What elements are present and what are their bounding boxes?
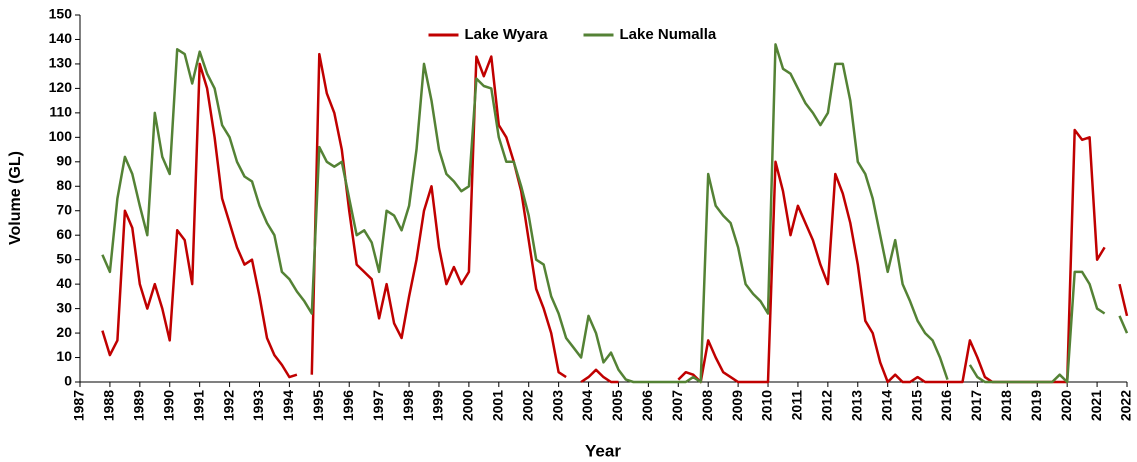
x-tick-label: 2017 <box>968 390 984 421</box>
y-tick-label: 80 <box>56 177 72 193</box>
x-tick-label: 2003 <box>549 390 565 421</box>
x-tick-label: 2005 <box>609 390 625 421</box>
x-tick-label: 2022 <box>1118 390 1134 421</box>
x-tick-label: 1993 <box>250 390 266 421</box>
x-tick-label: 1994 <box>280 390 296 421</box>
series-line <box>101 52 1129 384</box>
y-tick-label: 120 <box>49 79 73 95</box>
x-tick-label: 2019 <box>1028 390 1044 421</box>
x-tick-label: 1992 <box>220 390 236 421</box>
x-tick-label: 2002 <box>519 390 535 421</box>
y-tick-label: 100 <box>49 128 73 144</box>
x-tick-label: 2008 <box>699 390 715 421</box>
y-tick-label: 140 <box>49 30 73 46</box>
x-tick-label: 2001 <box>490 390 506 421</box>
x-tick-label: 2012 <box>819 390 835 421</box>
y-tick-label: 60 <box>56 226 72 242</box>
x-tick-label: 2013 <box>848 390 864 421</box>
series-line <box>101 43 1129 384</box>
x-tick-label: 1990 <box>160 390 176 421</box>
x-tick-label: 2015 <box>908 390 924 421</box>
y-tick-label: 70 <box>56 201 72 217</box>
x-tick-label: 1997 <box>370 390 386 421</box>
x-tick-label: 2006 <box>639 390 655 421</box>
x-tick-label: 2018 <box>998 390 1014 421</box>
x-tick-label: 2021 <box>1088 390 1104 421</box>
y-axis-label: Volume (GL) <box>7 151 24 245</box>
x-tick-label: 1995 <box>310 390 326 421</box>
legend-label: Lake Numalla <box>620 26 717 43</box>
x-tick-label: 1988 <box>101 390 117 421</box>
y-tick-label: 30 <box>56 299 72 315</box>
x-tick-label: 2016 <box>938 390 954 421</box>
x-tick-label: 1987 <box>71 390 87 421</box>
legend-label: Lake Wyara <box>465 26 549 43</box>
x-tick-label: 1999 <box>430 390 446 421</box>
y-tick-label: 0 <box>64 373 72 389</box>
x-tick-label: 2007 <box>669 390 685 421</box>
y-tick-label: 40 <box>56 275 72 291</box>
x-tick-label: 1996 <box>340 390 356 421</box>
legend-bg <box>422 21 723 49</box>
y-tick-label: 10 <box>56 348 72 364</box>
y-tick-label: 130 <box>49 55 73 71</box>
y-tick-label: 20 <box>56 324 72 340</box>
y-tick-label: 110 <box>49 104 72 120</box>
x-tick-label: 2011 <box>789 390 805 421</box>
x-tick-label: 1991 <box>190 390 206 421</box>
x-tick-label: 2020 <box>1058 390 1074 421</box>
y-tick-label: 150 <box>49 6 73 22</box>
x-axis-label: Year <box>585 441 621 460</box>
y-tick-label: 90 <box>56 153 72 169</box>
x-tick-label: 2009 <box>729 390 745 421</box>
x-tick-label: 2014 <box>878 390 894 421</box>
x-tick-label: 2000 <box>460 390 476 421</box>
x-tick-label: 2004 <box>579 390 595 421</box>
y-tick-label: 50 <box>56 250 72 266</box>
x-tick-label: 2010 <box>759 390 775 421</box>
x-tick-label: 1989 <box>131 390 147 421</box>
x-tick-label: 1998 <box>400 390 416 421</box>
